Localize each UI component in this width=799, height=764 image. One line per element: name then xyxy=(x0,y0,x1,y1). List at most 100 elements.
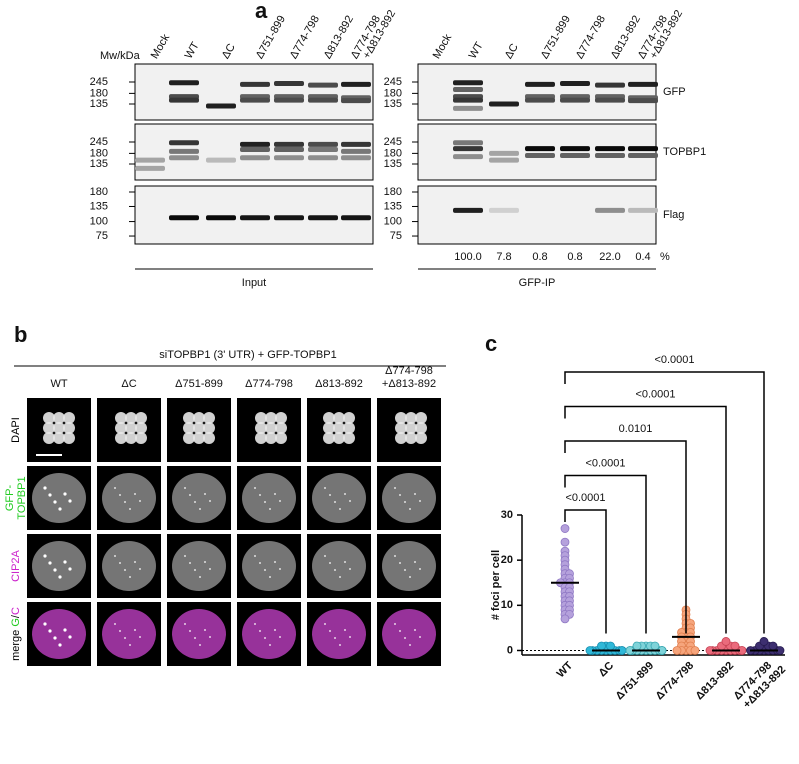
band xyxy=(308,82,338,88)
band xyxy=(489,150,519,156)
group-label: Input xyxy=(242,277,266,289)
row-label: GFP-TOPBP1 xyxy=(4,476,28,519)
nucleus xyxy=(312,609,366,659)
band xyxy=(206,103,236,109)
chromatin xyxy=(125,422,137,434)
y-tick-label: 0 xyxy=(507,644,513,656)
column-label: WT xyxy=(50,378,67,390)
band xyxy=(206,157,236,163)
data-point xyxy=(690,646,700,655)
row-label-part: GFP- xyxy=(4,485,16,512)
band xyxy=(453,86,483,92)
focus xyxy=(204,493,206,495)
bracket xyxy=(564,405,727,634)
focus xyxy=(399,562,401,564)
band xyxy=(341,141,371,147)
bracket xyxy=(564,440,687,634)
band xyxy=(595,152,625,158)
focus xyxy=(329,494,331,496)
ip-percent: 0.8 xyxy=(532,251,547,263)
blot xyxy=(134,185,374,245)
focus xyxy=(209,500,211,502)
focus xyxy=(349,500,351,502)
focus xyxy=(63,628,67,632)
nucleus xyxy=(102,541,156,591)
chromatin xyxy=(63,422,75,434)
chromatin xyxy=(333,422,345,434)
data-point xyxy=(560,524,570,533)
x-tick-label: Δ751-899 xyxy=(614,660,657,703)
band xyxy=(240,146,270,152)
row-label: merge G/C xyxy=(10,607,22,661)
focus xyxy=(334,501,336,503)
focus xyxy=(344,629,346,631)
chromatin xyxy=(63,432,75,444)
focus xyxy=(324,555,326,557)
blot-label: Flag xyxy=(663,209,684,221)
band xyxy=(628,98,658,104)
nucleus xyxy=(102,473,156,523)
data-point xyxy=(560,614,570,624)
band xyxy=(274,146,304,152)
focus xyxy=(409,508,411,510)
focus xyxy=(194,637,196,639)
blot xyxy=(417,123,657,181)
focus xyxy=(274,493,276,495)
chromatin xyxy=(115,432,127,444)
band xyxy=(525,152,555,158)
focus xyxy=(409,644,411,646)
x-tick-label: Δ813-892 xyxy=(694,660,737,703)
focus xyxy=(119,494,121,496)
p-value: <0.0001 xyxy=(635,388,675,400)
chromatin xyxy=(343,422,355,434)
band xyxy=(169,140,199,146)
nucleus xyxy=(172,473,226,523)
focus xyxy=(68,499,72,503)
chromatin xyxy=(53,412,65,424)
focus xyxy=(339,508,341,510)
chromatin xyxy=(415,412,427,424)
focus xyxy=(199,644,201,646)
band xyxy=(489,157,519,163)
chromatin xyxy=(275,422,287,434)
row-label-part: G xyxy=(10,618,22,627)
focus xyxy=(63,560,67,564)
focus xyxy=(269,508,271,510)
panel-label: b xyxy=(14,322,27,347)
focus xyxy=(124,637,126,639)
band xyxy=(169,148,199,154)
focus xyxy=(279,568,281,570)
x-tick-label: ΔC xyxy=(596,660,616,680)
marker-label: 135 xyxy=(90,98,108,110)
nucleus xyxy=(382,609,436,659)
band xyxy=(240,81,270,87)
focus xyxy=(274,629,276,631)
focus xyxy=(259,494,261,496)
data-point xyxy=(721,637,731,646)
focus xyxy=(124,501,126,503)
chromatin xyxy=(405,412,417,424)
row-label-part: DAPI xyxy=(10,417,22,443)
data-point xyxy=(768,641,778,651)
marker-label: 135 xyxy=(384,200,402,212)
column-label: Δ751-899 xyxy=(175,378,223,390)
band xyxy=(274,155,304,161)
marker-label: 180 xyxy=(384,147,402,159)
chromatin xyxy=(183,412,195,424)
nucleus xyxy=(242,541,296,591)
band xyxy=(274,215,304,221)
focus xyxy=(334,637,336,639)
focus xyxy=(269,644,271,646)
nucleus xyxy=(242,609,296,659)
focus xyxy=(134,561,136,563)
chromatin xyxy=(255,432,267,444)
focus xyxy=(254,487,256,489)
focus xyxy=(58,507,62,511)
band xyxy=(341,215,371,221)
focus xyxy=(194,501,196,503)
focus xyxy=(349,568,351,570)
band xyxy=(274,141,304,147)
band xyxy=(453,146,483,152)
column-label: Δ774-798 xyxy=(385,365,433,377)
chromatin xyxy=(405,432,417,444)
